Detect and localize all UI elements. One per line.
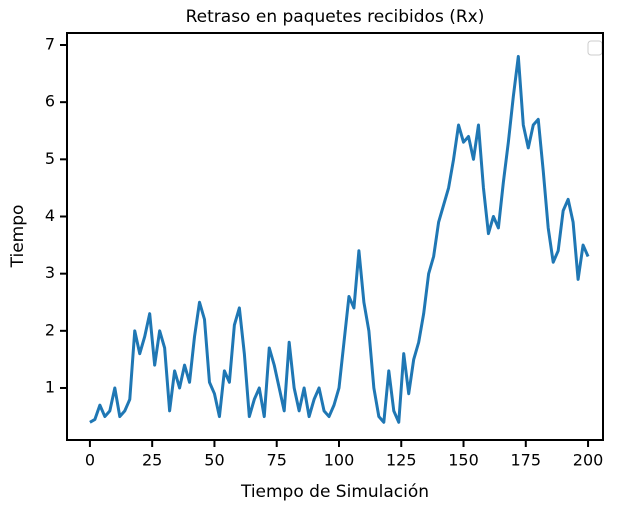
x-tick-label: 200 [573, 451, 604, 470]
y-tick-label: 5 [45, 149, 55, 168]
y-tick-label: 6 [45, 92, 55, 111]
x-tick-label: 175 [511, 451, 542, 470]
x-tick-label: 0 [85, 451, 95, 470]
y-axis-label: Tiempo [8, 205, 28, 269]
x-tick-label: 25 [142, 451, 162, 470]
y-tick-label: 7 [45, 35, 55, 54]
x-tick-label: 100 [324, 451, 355, 470]
legend-box [587, 40, 603, 56]
plot-frame [66, 32, 604, 441]
x-tick-label: 75 [267, 451, 287, 470]
line [89, 54, 590, 424]
y-tick-label: 2 [45, 320, 55, 339]
y-tick-label: 4 [45, 206, 55, 225]
x-tick-label: 150 [448, 451, 479, 470]
x-tick-label: 50 [204, 451, 224, 470]
y-tick-label: 1 [45, 377, 55, 396]
x-tick-label: 125 [386, 451, 417, 470]
y-tick-label: 3 [45, 263, 55, 282]
chart-title: Retraso en paquetes recibidos (Rx) [186, 7, 485, 27]
x-axis-label: Tiempo de Simulación [240, 482, 429, 502]
